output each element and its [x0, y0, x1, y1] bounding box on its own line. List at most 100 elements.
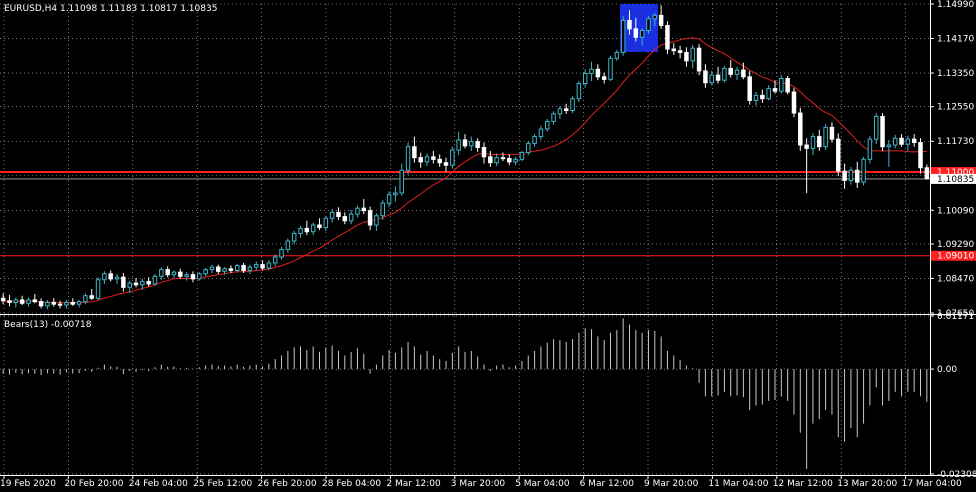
price-tick-label: 1.14990	[937, 0, 974, 10]
symbol-header: EURUSD,H4 1.11098 1.11183 1.10817 1.1083…	[4, 4, 217, 14]
candle-body	[639, 30, 645, 38]
candle-body	[646, 18, 651, 32]
candle-body	[728, 67, 733, 75]
candle-body	[298, 227, 303, 234]
candle-body	[886, 144, 892, 148]
candle-body	[355, 207, 360, 215]
candle-body	[715, 74, 721, 81]
indicator-tick-label: 0.01171	[937, 312, 974, 322]
candle-body	[399, 169, 404, 194]
candle-body	[513, 158, 518, 163]
candle-body	[7, 300, 12, 303]
candle-body	[576, 83, 582, 100]
candle-body	[260, 264, 265, 269]
candle-body	[658, 14, 664, 26]
time-tick-label: 11 Mar 04:00	[708, 479, 768, 489]
candle-body	[880, 115, 885, 148]
candle-body	[589, 68, 594, 74]
candle-body	[696, 47, 702, 72]
candle-body	[38, 301, 44, 307]
candle-body	[89, 295, 94, 299]
candle-body	[291, 232, 297, 242]
candle-body	[51, 301, 57, 305]
candle-body	[329, 211, 335, 219]
current-price-tag	[931, 173, 976, 184]
candle-body	[266, 262, 272, 269]
candle-body	[703, 70, 708, 84]
candle-body	[526, 142, 531, 154]
candle-body	[772, 88, 778, 92]
candle-body	[235, 264, 240, 271]
candle-body	[892, 137, 898, 146]
candle-body	[133, 282, 139, 286]
candle-body	[905, 138, 911, 145]
candle-body	[310, 224, 316, 233]
candle-body	[690, 47, 695, 62]
candle-body	[146, 280, 151, 285]
level-price-tag-label: 1.11000	[937, 168, 974, 178]
time-tick-label: 28 Feb 04:00	[322, 479, 381, 489]
candle-body	[13, 299, 19, 303]
candle-body	[70, 301, 75, 305]
time-tick-label: 6 Mar 12:00	[580, 479, 635, 489]
candle-body	[152, 275, 158, 285]
candle-body	[677, 50, 683, 53]
candle-body	[127, 282, 132, 288]
candle-body	[285, 240, 291, 250]
candle-body	[494, 157, 499, 164]
candle-body	[633, 28, 639, 38]
candle-body	[595, 68, 601, 78]
candle-body	[538, 128, 544, 138]
candle-body	[450, 149, 455, 166]
candle-body	[469, 141, 474, 147]
price-tick-label: 1.14170	[937, 35, 974, 45]
time-tick-label: 25 Feb 12:00	[193, 479, 252, 489]
candle-body	[304, 227, 310, 233]
candle-body	[924, 167, 930, 180]
candle-body	[829, 126, 835, 140]
time-tick-label: 3 Mar 20:00	[451, 479, 506, 489]
price-tick-label: 1.13350	[937, 69, 974, 79]
candle-body	[19, 299, 25, 304]
time-tick-label: 5 Mar 04:00	[515, 479, 570, 489]
candle-body	[443, 162, 449, 166]
candle-body	[253, 264, 259, 268]
candle-body	[791, 91, 797, 114]
candle-body	[171, 271, 177, 276]
candle-body	[336, 211, 341, 218]
candle-body	[184, 274, 189, 277]
indicator-axis: 0.01171 0.00 -0.02308	[930, 312, 976, 480]
candle-body	[32, 299, 38, 303]
candle-body	[317, 224, 322, 229]
candle-body	[412, 146, 417, 159]
candle-body	[241, 264, 246, 271]
candle-body	[431, 156, 436, 160]
candle-body	[462, 139, 468, 147]
candle-body	[614, 51, 620, 59]
time-tick-label: 9 Mar 20:00	[644, 479, 699, 489]
candle-body	[279, 248, 284, 258]
candle-body	[424, 156, 430, 163]
horizontal-levels[interactable]	[0, 170, 930, 257]
candle-body	[159, 269, 164, 277]
candle-body	[652, 14, 658, 20]
candle-body	[374, 215, 379, 226]
indicator-tick-label: 0.00	[937, 365, 957, 375]
candle-body	[405, 146, 411, 171]
candle-body	[190, 274, 196, 280]
candle-body	[76, 301, 82, 305]
level-price-tag-label: 1.09010	[937, 252, 974, 262]
candle-body	[140, 280, 145, 286]
candle-body	[836, 138, 841, 172]
candle-body	[323, 217, 329, 229]
candle-body	[861, 158, 866, 183]
candle-body	[899, 137, 904, 145]
bears-histogram	[2, 318, 928, 470]
candle-body	[203, 269, 208, 275]
candle-body	[911, 138, 917, 144]
candle-body	[342, 216, 348, 222]
candle-body	[753, 94, 759, 101]
candle-body	[823, 126, 828, 148]
candle-body	[121, 276, 126, 288]
